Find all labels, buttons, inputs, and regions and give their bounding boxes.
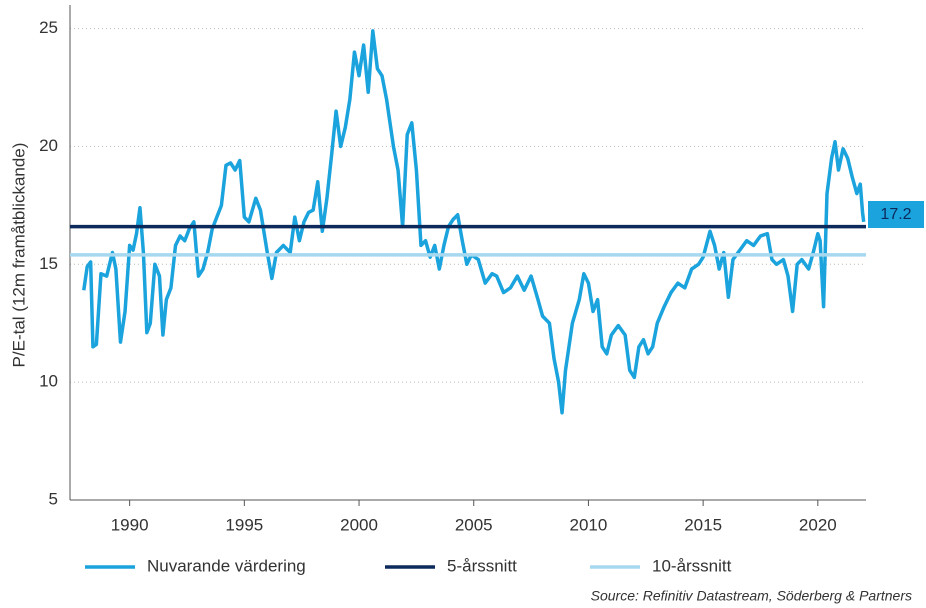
x-tick-label: 1990 [111, 515, 149, 534]
x-tick-label: 2015 [684, 515, 722, 534]
x-tick-label: 1995 [225, 515, 263, 534]
legend-label: 10-årssnitt [652, 556, 732, 575]
x-tick-label: 2010 [570, 515, 608, 534]
x-tick-label: 2000 [340, 515, 378, 534]
x-tick-label: 2020 [799, 515, 837, 534]
y-tick-label: 15 [39, 254, 58, 273]
legend-label: Nuvarande värdering [147, 556, 306, 575]
y-tick-label: 25 [39, 18, 58, 37]
y-tick-label: 10 [39, 372, 58, 391]
x-tick-label: 2005 [455, 515, 493, 534]
y-tick-label: 5 [49, 489, 58, 508]
legend-label: 5-årssnitt [447, 556, 517, 575]
y-axis-label: P/E-tal (12m framåtblickande) [9, 143, 28, 368]
annotation-box [868, 201, 924, 228]
source: Source: Refinitiv Datastream, Söderberg … [591, 588, 912, 604]
line-series [82, 29, 866, 415]
y-tick-label: 20 [39, 136, 58, 155]
annotation: 17.2 [880, 206, 911, 223]
